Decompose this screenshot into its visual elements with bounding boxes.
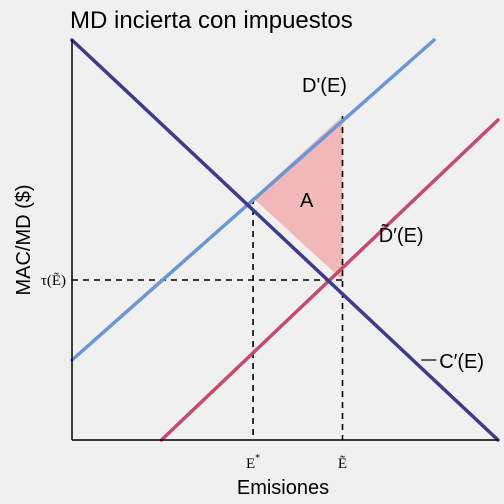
curve-c-prime xyxy=(70,38,500,442)
x-tick-label-e-star-main: E xyxy=(246,456,255,472)
x-tick-label-e-tilde: Ẽ xyxy=(338,456,347,472)
curve-d-prime xyxy=(70,38,436,362)
y-tick-label-tau: τ(Ẽ) xyxy=(41,273,66,289)
guide-lines xyxy=(72,116,344,440)
x-tick-label-e-star: E* xyxy=(246,453,260,472)
chart-title: MD incierta con impuestos xyxy=(70,7,353,34)
x-axis-label: Emisiones xyxy=(237,477,329,499)
curves xyxy=(70,38,500,442)
series-label-d-tilde-prime: D̃′(E) xyxy=(379,224,424,247)
region-a xyxy=(253,116,343,280)
x-tick-label-e-star-sup: * xyxy=(255,453,260,464)
series-label-c-prime: C′(E) xyxy=(439,351,484,373)
region-a-label: A xyxy=(300,190,314,212)
y-axis-label: MAC/MD ($) xyxy=(13,184,35,295)
series-label-d-prime: D'(E) xyxy=(302,75,347,97)
